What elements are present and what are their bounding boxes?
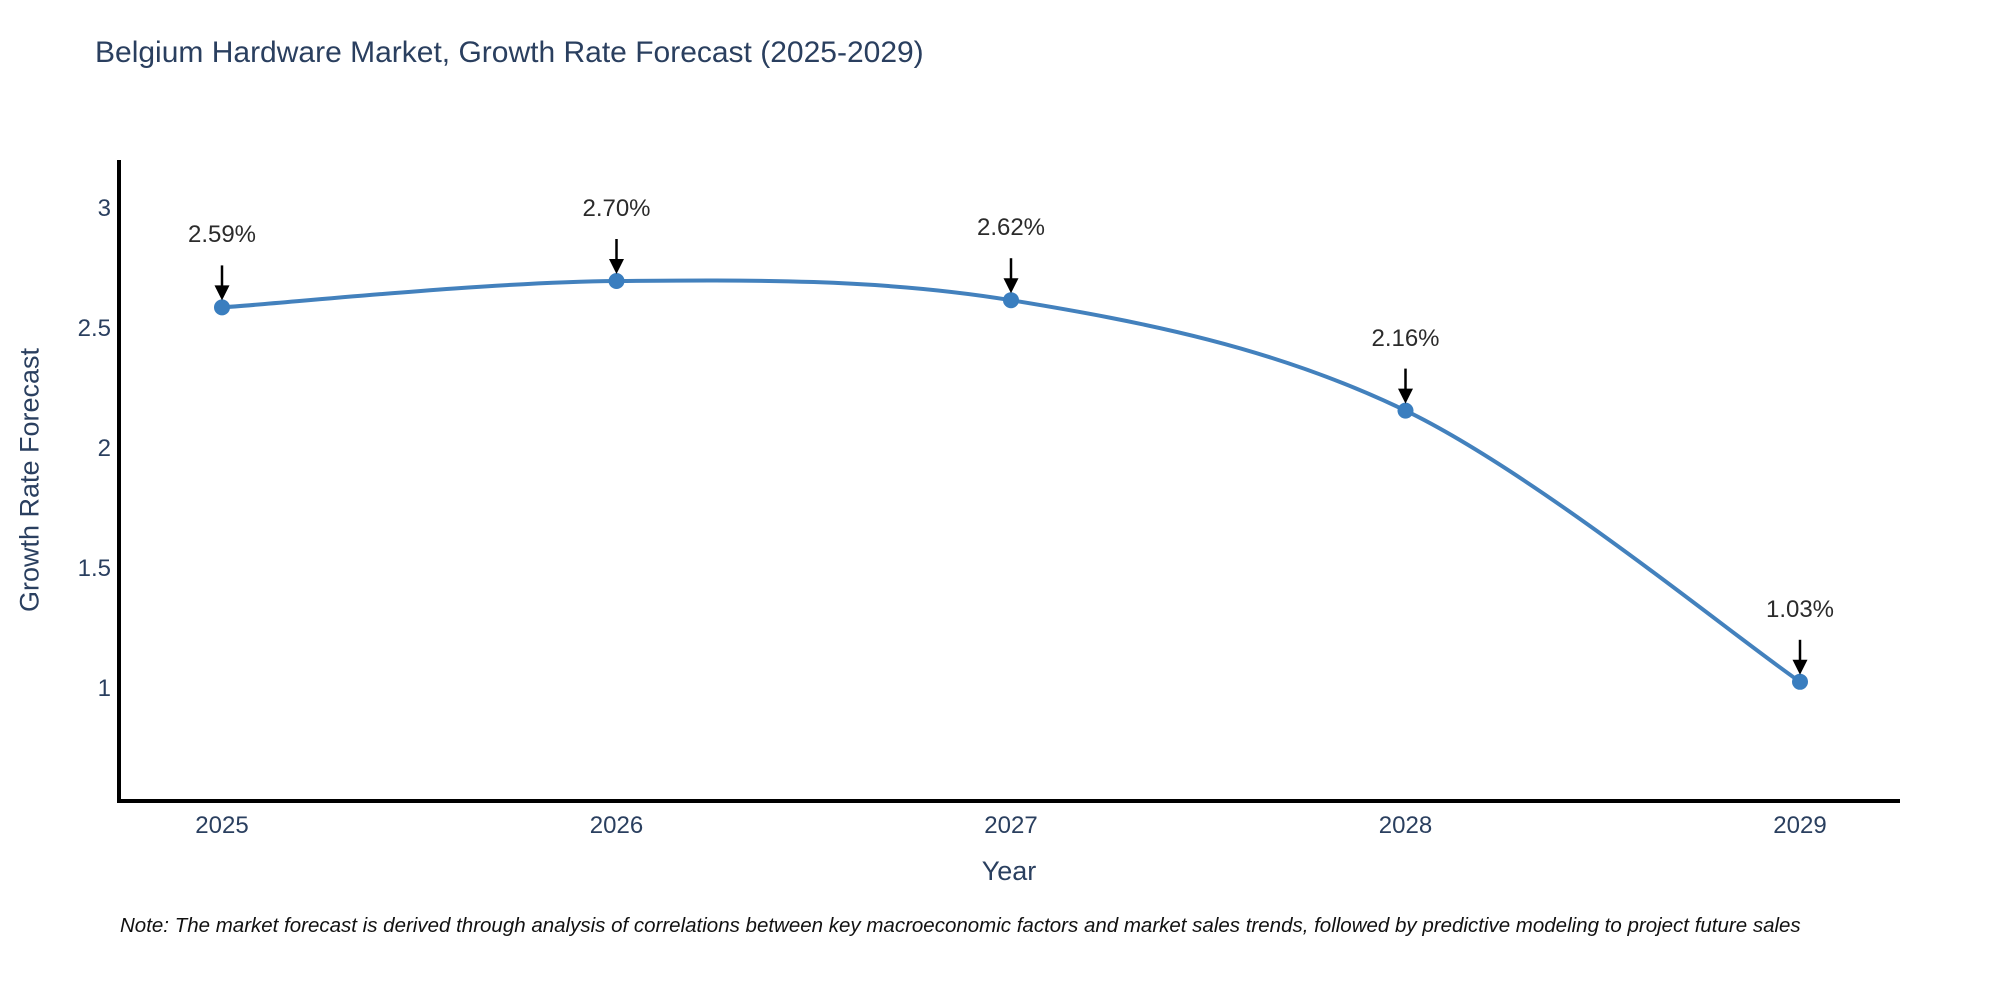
chart-title: Belgium Hardware Market, Growth Rate For… xyxy=(95,36,924,69)
point-value-label-2028: 2.16% xyxy=(1371,324,1440,352)
x-tick-label-2025: 2025 xyxy=(195,812,249,839)
data-point-marker-2025[interactable] xyxy=(214,299,230,316)
y-tick-label-2: 2 xyxy=(97,435,111,462)
point-value-label-2025: 2.59% xyxy=(187,221,257,249)
annotation-arrow-head-2026 xyxy=(609,259,624,274)
x-tick-label-2026: 2026 xyxy=(589,812,644,839)
y-tick-label-2.5: 2.5 xyxy=(77,315,111,342)
x-tick-label-2029: 2029 xyxy=(1773,812,1827,839)
y-tick-label-1.5: 1.5 xyxy=(77,555,111,582)
x-tick-label-2028: 2028 xyxy=(1378,812,1433,839)
point-value-label-2027: 2.62% xyxy=(976,214,1046,242)
annotation-arrow-head-2028 xyxy=(1398,388,1413,404)
point-value-label-2029: 1.03% xyxy=(1765,595,1835,623)
x-axis-title: Year xyxy=(981,856,1037,886)
data-point-marker-2026[interactable] xyxy=(608,273,625,289)
data-point-marker-2029[interactable] xyxy=(1792,673,1808,690)
x-tick-label-2027: 2027 xyxy=(984,812,1038,839)
point-value-label-2026: 2.70% xyxy=(582,195,651,222)
data-point-marker-2027[interactable] xyxy=(1003,292,1019,309)
axis-lines xyxy=(117,160,1900,803)
annotation-arrow-head-2027 xyxy=(1003,278,1019,294)
annotation-arrow-head-2029 xyxy=(1792,659,1808,675)
footnote: Note: The market forecast is derived thr… xyxy=(120,914,1801,937)
y-tick-label-3: 3 xyxy=(97,195,111,222)
trend-line xyxy=(220,278,1802,684)
y-tick-label-1: 1 xyxy=(97,675,111,702)
data-point-marker-2028[interactable] xyxy=(1397,402,1414,419)
annotation-arrow-head-2025 xyxy=(214,285,230,301)
